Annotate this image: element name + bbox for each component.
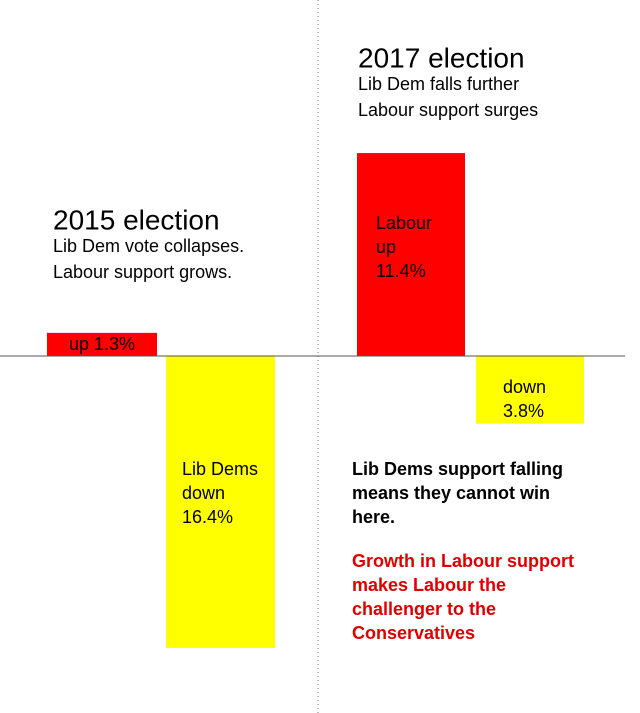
- bar: [357, 153, 465, 356]
- value-label: down: [503, 377, 546, 397]
- panel-subtitle: Labour support surges: [358, 100, 538, 120]
- annotation: here.: [352, 507, 395, 527]
- bar: [47, 332, 157, 356]
- value-label: 3.8%: [503, 401, 544, 421]
- value-label: 11.4%: [376, 261, 426, 281]
- panel-title: 2015 election: [53, 204, 220, 235]
- value-label: Labour: [376, 213, 432, 233]
- annotation: Growth in Labour support: [352, 551, 574, 571]
- annotation: Conservatives: [352, 623, 475, 643]
- annotation: challenger to the: [352, 599, 496, 619]
- value-label: Lib Dems: [182, 459, 258, 479]
- panel-title: 2017 election: [358, 42, 525, 73]
- value-label: down: [182, 483, 225, 503]
- bar: [476, 356, 584, 424]
- annotation: makes Labour the: [352, 575, 506, 595]
- value-label: 16.4%: [182, 507, 233, 527]
- panel-subtitle: Lib Dem vote collapses.: [53, 236, 244, 256]
- value-label: up 1.3%: [69, 334, 135, 354]
- annotation: means they cannot win: [352, 483, 550, 503]
- panel-subtitle: Lib Dem falls further: [358, 74, 519, 94]
- bar: [166, 356, 275, 648]
- annotation: Lib Dems support falling: [352, 459, 563, 479]
- panel-subtitle: Labour support grows.: [53, 262, 232, 282]
- value-label: up: [376, 237, 396, 257]
